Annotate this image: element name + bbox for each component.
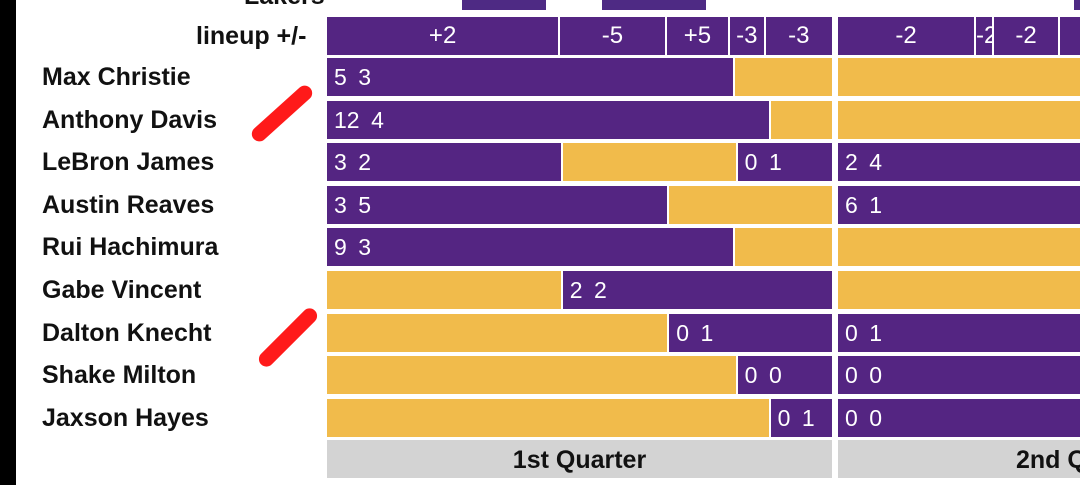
player-name-label: Austin Reaves — [42, 190, 215, 219]
quarter-label-text: 1st Quarter — [512, 446, 647, 474]
on-court-bar — [770, 398, 832, 437]
red-pen-mark-bottom — [255, 305, 321, 370]
lineup-plus-minus-cell: -3 — [730, 17, 764, 55]
off-court-bar — [327, 271, 561, 309]
on-court-bar — [327, 185, 668, 224]
on-court-bar — [737, 356, 832, 395]
bar-stats-label: 0 1 — [845, 319, 883, 346]
bar-stats-label: 5 3 — [334, 64, 372, 90]
off-court-bar — [838, 100, 1080, 139]
bar-stats-label: 3 2 — [334, 149, 372, 176]
on-court-bar — [838, 356, 1080, 395]
off-court-bar — [735, 58, 832, 96]
off-court-bar — [327, 313, 668, 352]
on-court-bar — [669, 313, 832, 352]
on-court-bar — [562, 271, 832, 309]
lineup-plus-minus-cell: -2 — [976, 17, 992, 55]
lineup-plus-minus-cell: -2 — [838, 17, 974, 55]
bar-stats-label: 0 0 — [744, 362, 782, 389]
bar-stats-label: 0 0 — [845, 404, 883, 431]
off-court-bar — [838, 228, 1080, 267]
bar-stats-label: 3 5 — [334, 191, 372, 218]
top-partial-bar — [1074, 0, 1080, 10]
bar-stats-label: 0 1 — [744, 149, 782, 176]
lineup-plus-minus-cell: +2 — [327, 17, 559, 55]
lakers-top-label: Lakers — [244, 0, 325, 14]
lineup-plus-minus-cell: -3 — [765, 17, 832, 55]
lineup-plus-minus-cell: -2 — [994, 17, 1058, 55]
top-partial-bar — [462, 0, 546, 10]
player-name-label: Jaxson Hayes — [42, 403, 209, 432]
lineup-plus-minus-cell — [1060, 17, 1080, 55]
bar-stats-label: 12 4 — [334, 106, 384, 133]
quarter-label: 2nd Quarter — [838, 440, 1080, 478]
on-court-bar — [838, 143, 1080, 182]
off-court-bar — [838, 271, 1080, 309]
off-court-bar — [327, 356, 736, 395]
player-name-label: Max Christie — [42, 63, 191, 91]
bar-stats-label: 9 3 — [334, 234, 372, 261]
lineup-plus-minus-label: lineup +/- — [196, 22, 307, 50]
off-court-bar — [770, 100, 832, 139]
off-court-bar — [838, 58, 1080, 96]
off-court-bar — [669, 185, 832, 224]
lineup-plus-minus-cell: +5 — [666, 17, 729, 55]
on-court-bar — [737, 143, 832, 182]
player-name-label: Gabe Vincent — [42, 276, 202, 304]
player-name-label: Anthony Davis — [42, 105, 218, 134]
on-court-bar — [327, 58, 734, 96]
on-court-bar — [327, 228, 734, 267]
player-name-label: Dalton Knecht — [42, 318, 212, 347]
red-pen-mark-top — [248, 82, 316, 145]
quarter-label: 1st Quarter — [327, 440, 832, 478]
player-name-label: Rui Hachimura — [42, 233, 219, 262]
bar-stats-label: 2 4 — [845, 149, 883, 176]
on-court-bar — [327, 100, 769, 139]
player-name-label: Shake Milton — [42, 361, 197, 390]
off-court-bar — [562, 143, 736, 182]
bar-stats-label: 0 1 — [676, 319, 714, 346]
top-partial-bar — [602, 0, 706, 10]
bar-stats-label: 6 1 — [845, 191, 883, 218]
bar-stats-label: 0 0 — [845, 362, 883, 389]
on-court-bar — [838, 313, 1080, 352]
off-court-bar — [327, 398, 769, 437]
off-court-bar — [735, 228, 832, 267]
bar-stats-label: 2 2 — [569, 277, 607, 303]
on-court-bar — [838, 398, 1080, 437]
on-court-bar — [838, 185, 1080, 224]
player-name-label: LeBron James — [42, 148, 215, 177]
on-court-bar — [327, 143, 561, 182]
lineup-plus-minus-cell: -5 — [560, 17, 665, 55]
bar-stats-label: 0 1 — [777, 404, 815, 431]
quarter-label-text: 2nd Quarter — [1016, 446, 1080, 474]
